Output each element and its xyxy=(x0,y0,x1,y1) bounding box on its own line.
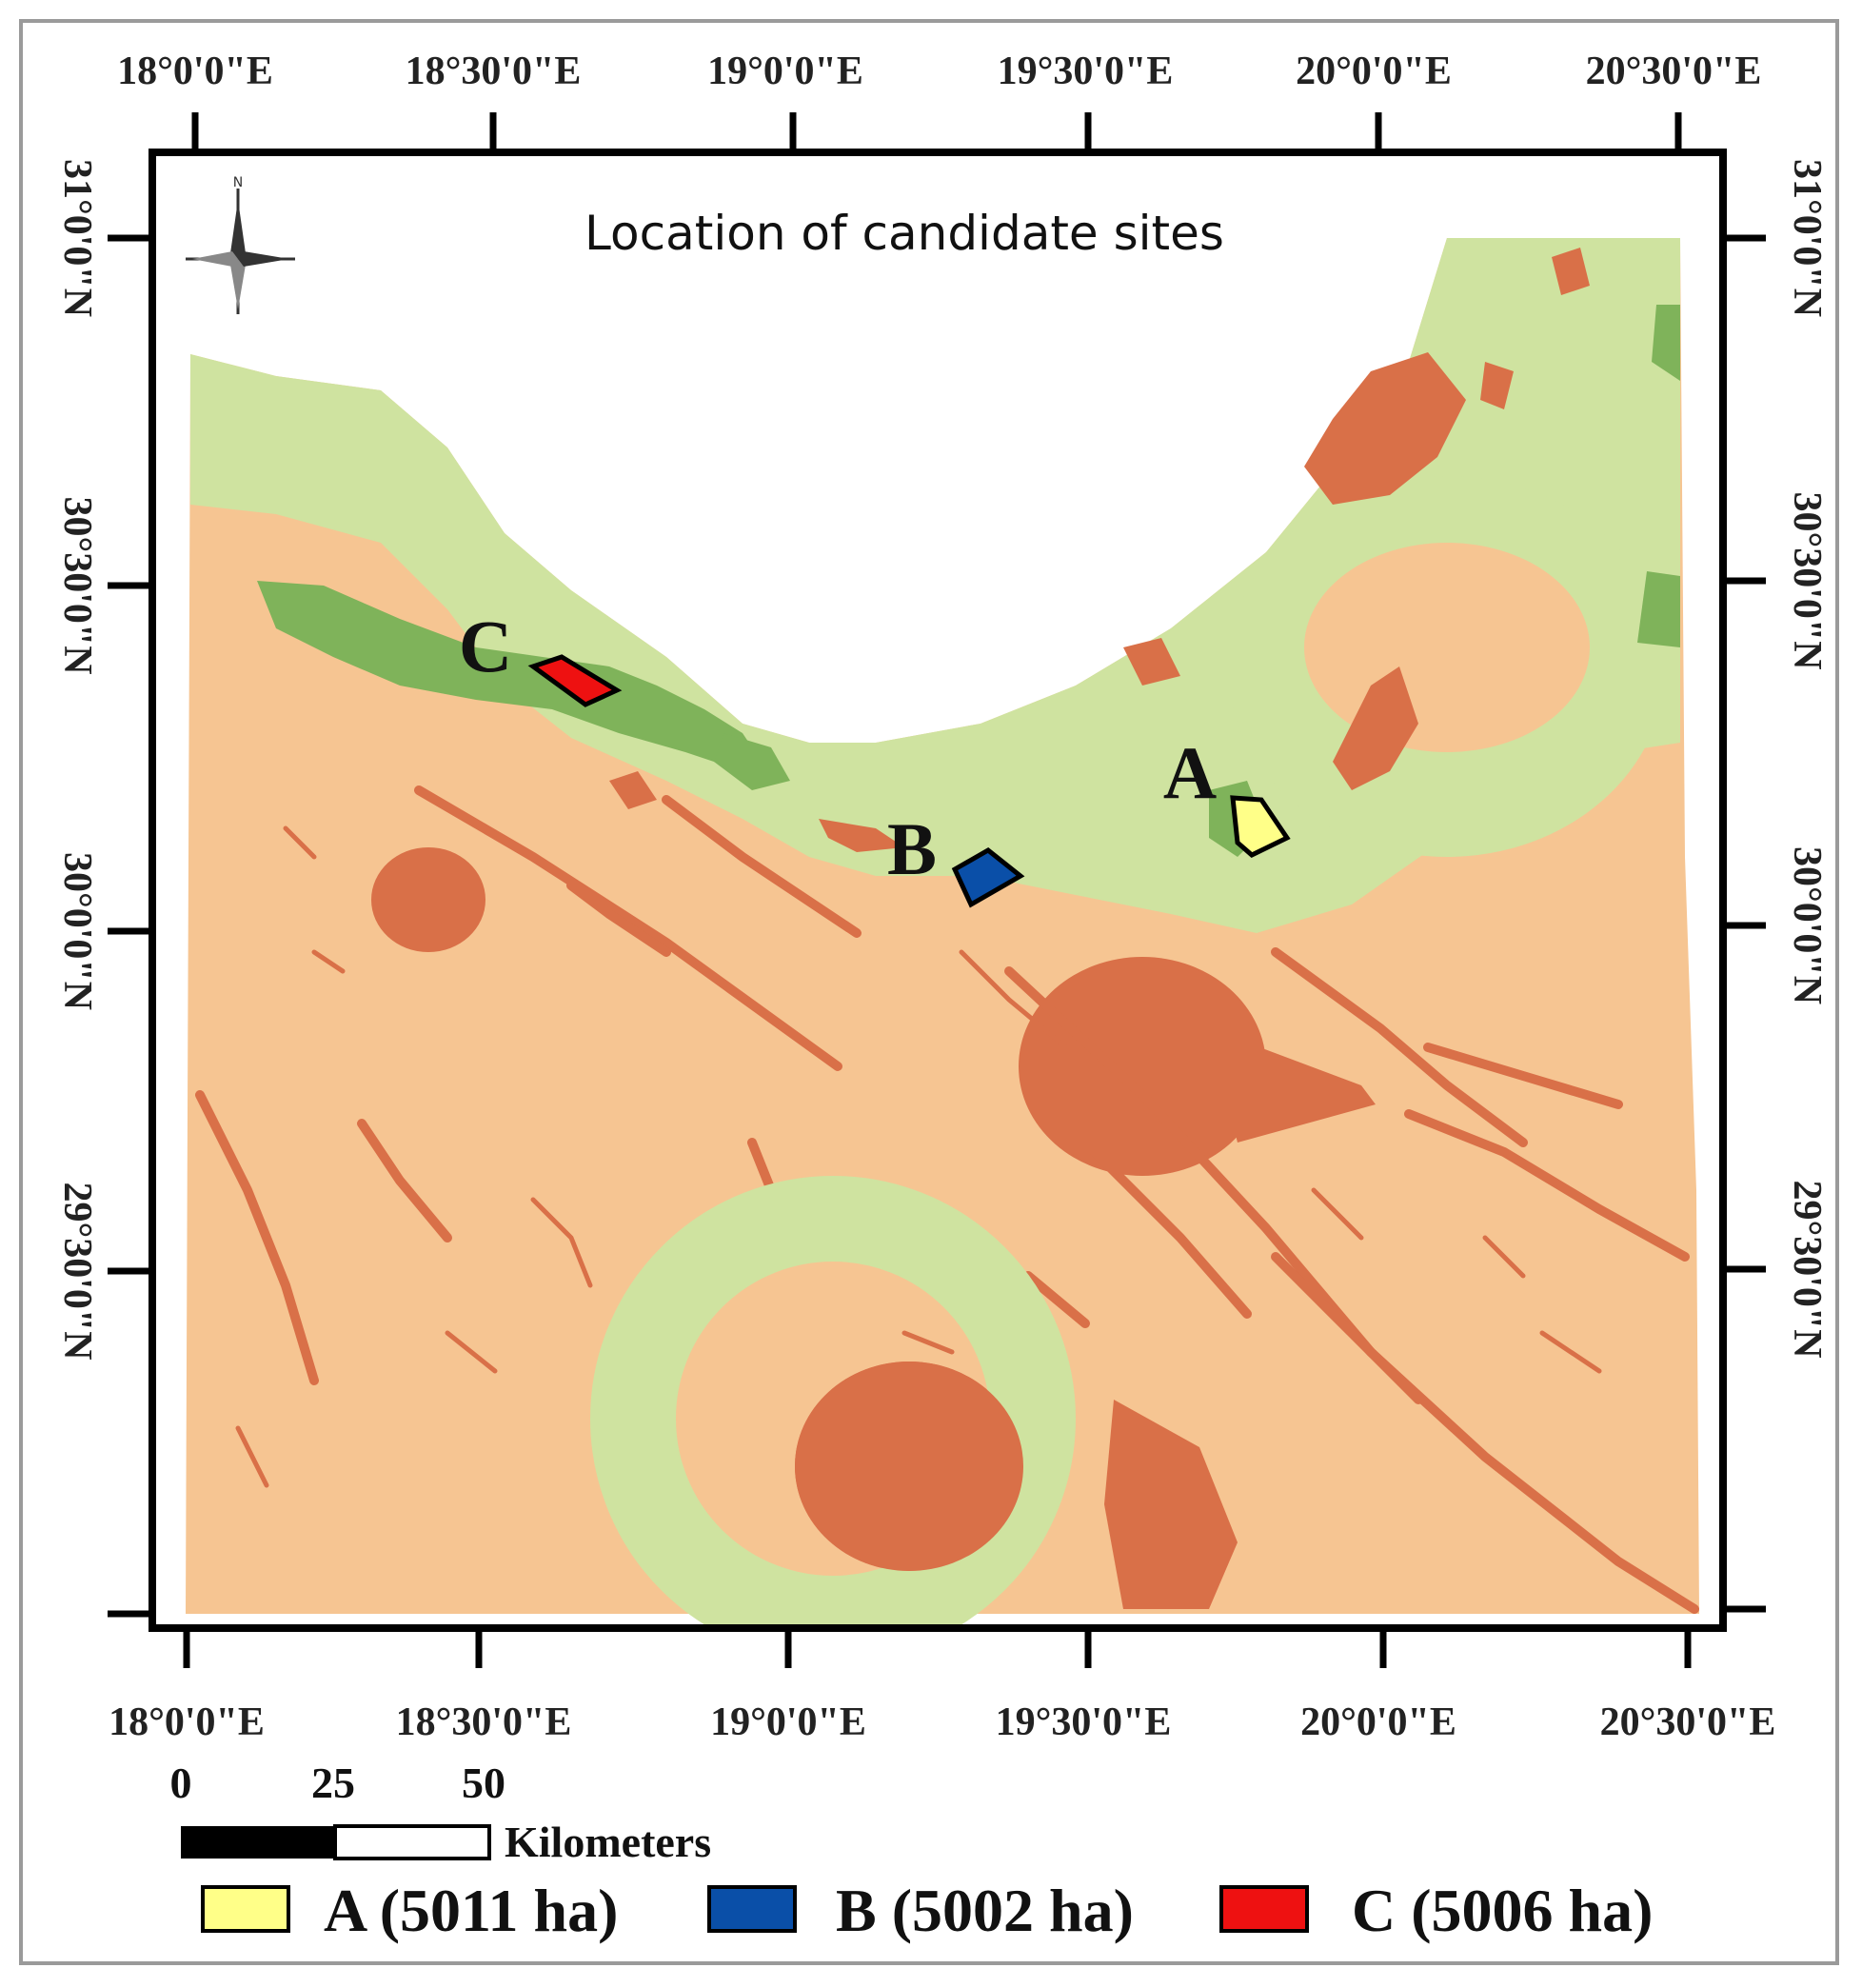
bottom-label-6: 20°30'0"E xyxy=(1600,1700,1776,1744)
scale-bar: 0 25 50 Kilometers xyxy=(170,1759,712,1866)
scale-tick-50: 50 xyxy=(462,1759,505,1807)
legend-label-a: A (5011 ha) xyxy=(324,1877,618,1944)
green-ring-south xyxy=(590,1176,1076,1628)
north-arrow-compass-icon: N xyxy=(186,175,295,314)
outer-frame xyxy=(19,19,1839,1965)
bottom-label-1: 18°0'0"E xyxy=(109,1700,265,1744)
ne-dark-patch xyxy=(1637,571,1680,647)
coastal-dark-patch-west xyxy=(257,581,762,771)
scale-segment-white xyxy=(333,1824,491,1860)
site-b-label: B xyxy=(887,807,937,890)
scale-tick-0: 0 xyxy=(170,1759,192,1807)
site-c-label: C xyxy=(459,605,512,687)
top-label-6: 20°30'0"E xyxy=(1586,50,1762,93)
top-label-1: 18°0'0"E xyxy=(117,50,273,93)
top-label-2: 18°30'0"E xyxy=(406,50,582,93)
top-label-4: 19°30'0"E xyxy=(998,50,1174,93)
legend-swatch-c xyxy=(1219,1885,1309,1933)
bottom-label-2: 18°30'0"E xyxy=(396,1700,572,1744)
suitability-raster xyxy=(186,238,1699,1628)
legend-label-b: B (5002 ha) xyxy=(836,1877,1134,1944)
map-neatline xyxy=(149,149,1727,1632)
bottom-label-4: 19°30'0"E xyxy=(996,1700,1172,1744)
left-label-4: 29°30'0"N xyxy=(55,1182,99,1360)
top-label-3: 19°0'0"E xyxy=(707,50,863,93)
site-c-polygon xyxy=(527,654,623,707)
left-label-2: 30°30'0"N xyxy=(55,496,99,674)
legend-label-c: C (5006 ha) xyxy=(1352,1877,1653,1944)
legend-swatch-a xyxy=(201,1885,290,1933)
top-axis-labels: 18°0'0"E 18°30'0"E 19°0'0"E 19°30'0"E 20… xyxy=(117,50,1761,93)
scale-tick-25: 25 xyxy=(311,1759,355,1807)
bottom-label-5: 20°0'0"E xyxy=(1300,1700,1456,1744)
site-b-polygon xyxy=(951,846,1025,908)
scale-unit: Kilometers xyxy=(505,1818,711,1866)
left-label-1: 31°0'0"N xyxy=(55,159,99,317)
map-title: Location of candidate sites xyxy=(584,206,1224,261)
south-ring-core xyxy=(795,1362,1023,1571)
scale-segment-black xyxy=(181,1826,335,1859)
right-label-1: 31°0'0"N xyxy=(1785,159,1829,317)
site-a-polygon xyxy=(1230,795,1291,858)
fine-linear-features xyxy=(235,825,1602,1488)
legend: A (5011 ha) B (5002 ha) C (5006 ha) xyxy=(201,1877,1653,1944)
right-label-4: 29°30'0"N xyxy=(1785,1180,1829,1358)
right-label-2: 30°30'0"N xyxy=(1785,491,1829,669)
right-label-3: 30°0'0"N xyxy=(1785,846,1829,1004)
ne-dark-patch-2 xyxy=(1652,305,1680,381)
left-axis-labels: 31°0'0"N 30°30'0"N 30°0'0"N 29°30'0"N xyxy=(55,159,99,1361)
bottom-axis-labels: 18°0'0"E 18°30'0"E 19°0'0"E 19°30'0"E 20… xyxy=(109,1700,1775,1744)
legend-swatch-b xyxy=(707,1885,797,1933)
graticule-ticks xyxy=(108,112,1766,1668)
site-a-label: A xyxy=(1163,731,1217,814)
north-letter: N xyxy=(233,175,243,190)
ring-east-interior xyxy=(1304,543,1590,752)
bottom-label-3: 19°0'0"E xyxy=(710,1700,866,1744)
right-axis-labels: 31°0'0"N 30°30'0"N 30°0'0"N 29°30'0"N xyxy=(1785,159,1829,1359)
coastal-dark-patch-mid xyxy=(714,733,790,790)
left-label-3: 30°0'0"N xyxy=(55,852,99,1010)
top-label-5: 20°0'0"E xyxy=(1296,50,1452,93)
